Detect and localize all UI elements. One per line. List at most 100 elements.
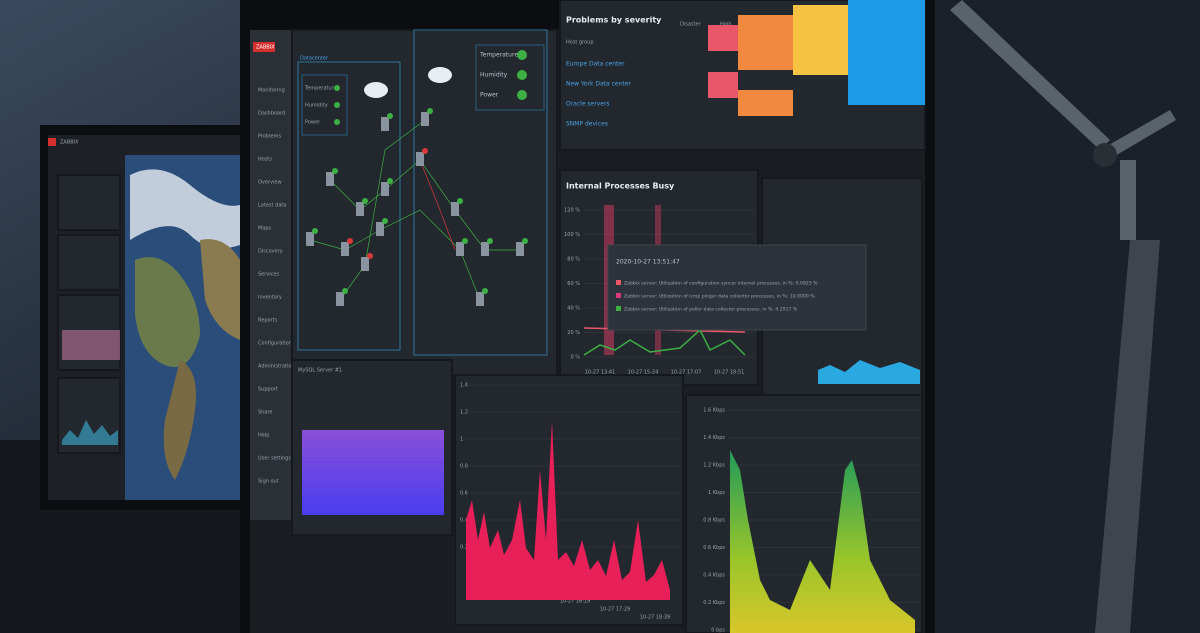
status bbox=[462, 238, 468, 244]
y-tick-label: 1.2 Kbps bbox=[703, 463, 725, 469]
server bbox=[481, 242, 489, 256]
tooltip-line: Zabbix server: Utilization of configurat… bbox=[624, 281, 818, 287]
panel bbox=[57, 234, 121, 291]
y-tick-label: 120 % bbox=[564, 208, 580, 214]
server bbox=[416, 152, 424, 166]
server bbox=[326, 172, 334, 186]
y-tick-label: 40 % bbox=[567, 306, 580, 312]
server bbox=[381, 117, 389, 131]
y-tick-label: 1.6 Kbps bbox=[703, 408, 725, 414]
sensor-label: Humidity bbox=[480, 72, 508, 79]
status bbox=[422, 148, 428, 154]
status bbox=[457, 198, 463, 204]
severity-cell bbox=[848, 0, 925, 105]
y-tick-label: 1 Kbps bbox=[708, 490, 725, 496]
status bbox=[367, 253, 373, 259]
status bbox=[487, 238, 493, 244]
server bbox=[306, 232, 314, 246]
main-monitor: ZABBIX Monitoring Dashboard Problems Hosts O… bbox=[240, 0, 935, 633]
nav-item: Latest data bbox=[258, 203, 286, 209]
server bbox=[336, 292, 344, 306]
continent bbox=[163, 360, 196, 480]
continent bbox=[135, 257, 200, 367]
severity-cell bbox=[738, 90, 793, 116]
y-tick-label: 0.8 bbox=[460, 464, 468, 470]
column-header: Host group bbox=[566, 40, 594, 46]
y-tick-label: 60 % bbox=[567, 281, 580, 287]
cloud bbox=[364, 82, 388, 98]
x-tick-label: 10-27 18:51 bbox=[714, 370, 745, 376]
nav-item: Services bbox=[258, 272, 279, 278]
nav-item: User settings bbox=[258, 456, 291, 462]
status-ok bbox=[517, 50, 527, 60]
server bbox=[456, 242, 464, 256]
status bbox=[382, 218, 388, 224]
tooltip bbox=[607, 244, 867, 331]
link bbox=[339, 119, 426, 301]
lamp-arm bbox=[950, 0, 1110, 150]
tooltip-line: Zabbix server: Utilization of poller dat… bbox=[624, 307, 798, 313]
zone bbox=[413, 29, 548, 356]
clouds bbox=[130, 169, 240, 249]
server bbox=[421, 112, 429, 126]
sensor-label: Temperature bbox=[479, 52, 518, 59]
y-tick-label: 1.4 bbox=[460, 383, 468, 389]
legend-swatch bbox=[616, 280, 621, 285]
y-tick-label: 20 % bbox=[567, 330, 580, 336]
zone bbox=[297, 61, 401, 351]
nav-item: Discovery bbox=[258, 249, 283, 255]
status-ok bbox=[517, 70, 527, 80]
status-ok bbox=[334, 85, 340, 91]
server bbox=[341, 242, 349, 256]
server bbox=[516, 242, 524, 256]
server bbox=[376, 222, 384, 236]
status bbox=[332, 168, 338, 174]
brand: ZABBIX bbox=[256, 45, 275, 51]
nav-item: Dashboard bbox=[258, 111, 285, 117]
sensor-label: Temperature bbox=[304, 86, 337, 92]
sensor-box bbox=[475, 44, 545, 111]
tooltip-line: Zabbix server: Utilization of icmp pinge… bbox=[624, 294, 815, 300]
status bbox=[362, 198, 368, 204]
y-tick-label: 80 % bbox=[567, 257, 580, 263]
brand: ZABBIX bbox=[60, 140, 79, 146]
sensor-label: Humidity bbox=[305, 103, 328, 109]
area bbox=[62, 330, 120, 360]
y-tick-label: 0.8 Kbps bbox=[703, 518, 725, 524]
sensor-label: Power bbox=[305, 120, 321, 126]
nav-item: Configuration bbox=[258, 341, 292, 347]
y-tick-label: 0 % bbox=[570, 355, 580, 361]
y-tick-label: 0.2 bbox=[460, 545, 468, 551]
y-tick-label: 0.6 Kbps bbox=[703, 545, 725, 551]
column-header: Disaster bbox=[680, 22, 702, 28]
sensor-box bbox=[301, 74, 348, 136]
area bbox=[62, 420, 118, 445]
series-area bbox=[583, 328, 746, 356]
nav-item: Share bbox=[258, 410, 272, 416]
severity-cell bbox=[708, 25, 738, 51]
map-tab: Datacenter bbox=[300, 56, 329, 62]
left-monitor: ZABBIX bbox=[40, 125, 252, 510]
nav-item: Help bbox=[258, 433, 269, 439]
host-group: SNMP devices bbox=[566, 121, 608, 128]
y-tick-label: 0.6 bbox=[460, 491, 468, 497]
nav-item: Problems bbox=[258, 134, 281, 140]
area bbox=[818, 360, 920, 384]
status bbox=[522, 238, 528, 244]
panel bbox=[57, 174, 121, 231]
cloud bbox=[428, 67, 452, 83]
nav-item: Maps bbox=[258, 226, 272, 232]
nav-item: Hosts bbox=[258, 157, 272, 163]
x-tick-label: 10-27 16:19 bbox=[560, 599, 591, 605]
host-group: Oracle servers bbox=[566, 101, 610, 108]
nav-item: Overview bbox=[258, 180, 282, 186]
x-tick-label: 10-27 17:07 bbox=[671, 370, 702, 376]
link bbox=[419, 159, 456, 251]
lamp bbox=[950, 0, 1176, 633]
lamp-knob bbox=[1093, 143, 1117, 167]
network-map-panel bbox=[291, 29, 558, 376]
area bbox=[466, 420, 670, 600]
logo bbox=[253, 42, 275, 52]
x-tick-label: 10-27 17:29 bbox=[600, 607, 631, 613]
server bbox=[361, 257, 369, 271]
